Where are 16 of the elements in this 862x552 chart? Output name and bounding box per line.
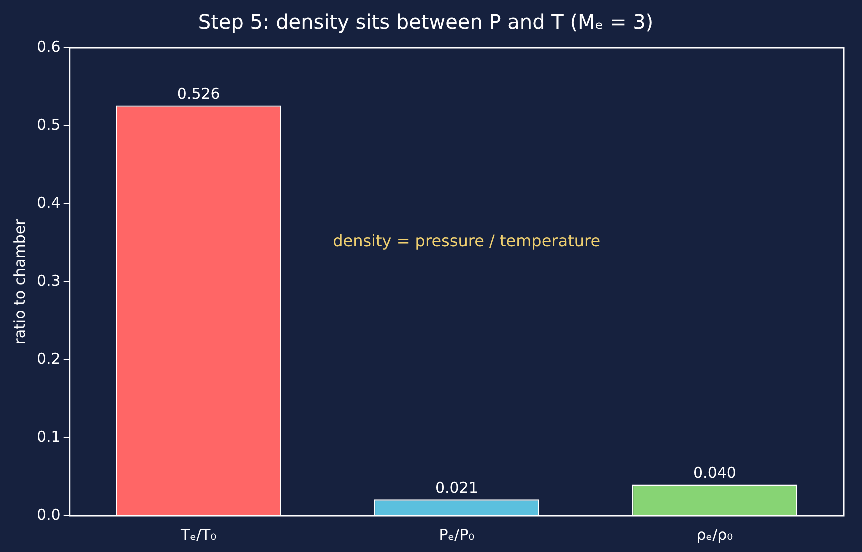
y-tick-label: 0.0 (36, 506, 61, 524)
y-tick-label: 0.4 (36, 194, 61, 212)
y-tick-label: 0.5 (36, 116, 61, 134)
data-label: 0.040 (694, 464, 736, 482)
y-tick-label: 0.2 (36, 350, 61, 368)
x-tick-label: ρₑ/ρ₀ (696, 526, 734, 544)
y-axis-title: ratio to chamber (10, 218, 29, 345)
x-tick-label: Pₑ/P₀ (439, 526, 475, 544)
data-label: 0.526 (177, 85, 220, 104)
y-tick-label: 0.6 (36, 38, 61, 56)
y-tick-label: 0.1 (36, 428, 61, 446)
y-tick-label: 0.3 (36, 272, 61, 290)
x-tick-label: Tₑ/T₀ (180, 526, 217, 544)
chart-title: Step 5: density sits between P and T (Mₑ = 3) (198, 10, 654, 34)
annotation: density = pressure / temperature (333, 231, 601, 250)
data-label: 0.021 (435, 479, 478, 498)
